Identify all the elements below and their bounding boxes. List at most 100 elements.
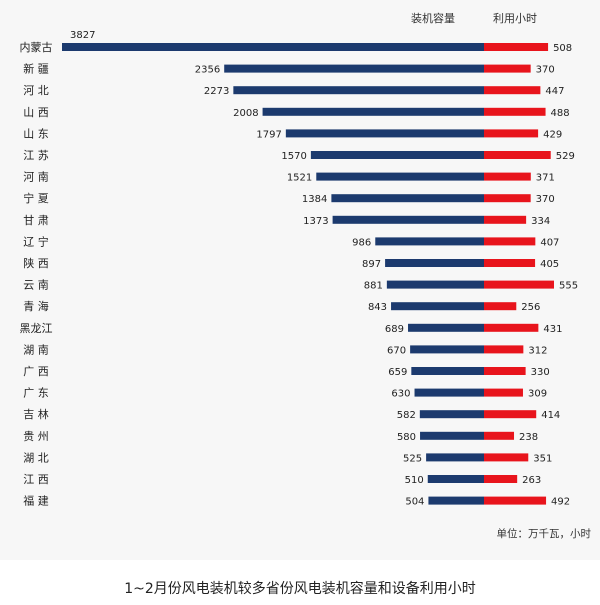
utilization-value-label: 370 <box>536 65 555 76</box>
category-label: 河 南 <box>23 171 49 184</box>
category-label: 云 南 <box>23 279 49 292</box>
category-label: 江 西 <box>23 473 49 486</box>
utilization-bar <box>484 172 531 181</box>
capacity-bar <box>262 107 484 116</box>
chart-area: 装机容量 利用小时 内蒙古 3827 508 新 疆 2356 370 河 北 2273 447 山 … <box>19 11 592 540</box>
utilization-bar <box>484 388 523 397</box>
category-label: 宁 夏 <box>23 191 49 205</box>
category-label: 山 东 <box>23 127 49 140</box>
category-label: 内蒙古 <box>20 40 53 54</box>
capacity-value-label: 659 <box>388 367 407 378</box>
category-label: 江 苏 <box>23 149 49 162</box>
utilization-value-label: 238 <box>519 432 538 443</box>
legend-utilization: 利用小时 <box>493 12 537 25</box>
utilization-value-label: 334 <box>531 216 550 227</box>
capacity-value-label: 580 <box>397 432 416 443</box>
category-label: 湖 北 <box>23 451 49 464</box>
utilization-value-label: 529 <box>556 151 575 162</box>
utilization-value-label: 407 <box>540 237 559 248</box>
utilization-value-label: 330 <box>531 367 550 378</box>
capacity-bar <box>411 367 484 375</box>
utilization-bar <box>484 43 549 51</box>
capacity-bar <box>427 475 484 483</box>
capacity-bar <box>420 431 484 440</box>
category-label: 山 西 <box>23 106 49 119</box>
utilization-bar <box>484 151 551 159</box>
utilization-bar <box>484 431 515 440</box>
utilization-bar <box>484 453 529 462</box>
utilization-value-label: 256 <box>521 302 540 313</box>
category-label: 甘 肃 <box>23 214 49 227</box>
category-label: 陕 西 <box>23 256 49 270</box>
capacity-bar <box>310 151 484 159</box>
utilization-value-label: 405 <box>540 259 559 270</box>
capacity-bar <box>62 43 484 51</box>
utilization-value-label: 371 <box>536 173 555 184</box>
capacity-value-label: 582 <box>397 410 416 421</box>
utilization-value-label: 414 <box>541 410 560 421</box>
category-label: 福 建 <box>23 494 49 508</box>
utilization-bar <box>484 496 547 505</box>
capacity-bar <box>224 64 484 73</box>
capacity-bar <box>385 259 484 267</box>
utilization-bar <box>484 215 527 224</box>
category-label: 吉 林 <box>23 407 49 421</box>
utilization-value-label: 492 <box>551 497 570 508</box>
capacity-value-label: 2008 <box>233 108 258 119</box>
category-label: 黑龙江 <box>20 322 53 335</box>
utilization-value-label: 431 <box>543 324 562 335</box>
capacity-value-label: 986 <box>352 237 371 248</box>
capacity-value-label: 525 <box>403 453 422 464</box>
utilization-bar <box>484 345 524 354</box>
capacity-value-label: 1570 <box>281 151 306 162</box>
capacity-bar <box>410 345 484 354</box>
category-label: 青 海 <box>23 299 49 313</box>
category-label: 广 东 <box>23 387 49 400</box>
capacity-bar <box>408 323 484 332</box>
utilization-bar <box>484 302 517 311</box>
chart-caption: 1~2月份风电装机较多省份风电装机容量和设备利用小时 <box>124 581 476 597</box>
capacity-value-label: 1797 <box>256 129 281 140</box>
capacity-bar <box>331 194 484 203</box>
utilization-value-label: 508 <box>553 43 572 54</box>
capacity-bar <box>414 388 484 397</box>
capacity-value-label: 1521 <box>287 173 312 184</box>
capacity-bar <box>426 453 484 462</box>
utilization-bar <box>484 237 536 246</box>
legend-capacity: 装机容量 <box>411 11 455 25</box>
category-label: 广 西 <box>23 365 49 378</box>
utilization-bar <box>484 64 531 73</box>
utilization-value-label: 370 <box>536 194 555 205</box>
utilization-bar <box>484 129 539 138</box>
category-label: 湖 南 <box>23 343 49 356</box>
utilization-value-label: 351 <box>533 453 552 464</box>
capacity-bar <box>391 302 484 311</box>
capacity-value-label: 689 <box>385 324 404 335</box>
capacity-value-label: 510 <box>405 475 424 486</box>
capacity-bar <box>233 86 484 95</box>
utilization-value-label: 429 <box>543 129 562 140</box>
utilization-bar <box>484 410 537 419</box>
utilization-value-label: 263 <box>522 475 541 486</box>
capacity-value-label: 843 <box>368 302 387 313</box>
utilization-bar <box>484 259 536 267</box>
utilization-value-label: 447 <box>545 86 564 97</box>
utilization-bar <box>484 367 526 375</box>
capacity-value-label: 2273 <box>204 86 229 97</box>
capacity-bar <box>316 172 484 181</box>
category-label: 辽 宁 <box>23 234 49 248</box>
capacity-value-label: 897 <box>362 259 381 270</box>
utilization-bar <box>484 280 554 289</box>
capacity-value-label: 2356 <box>195 65 220 76</box>
utilization-value-label: 309 <box>528 389 547 400</box>
utilization-value-label: 312 <box>528 345 547 356</box>
category-label: 新 疆 <box>23 62 49 76</box>
capacity-bar <box>419 410 484 419</box>
unit-note: 单位：万千瓦，小时 <box>497 527 592 540</box>
capacity-value-label: 1373 <box>303 216 328 227</box>
capacity-bar <box>332 215 484 224</box>
capacity-bar <box>285 129 484 138</box>
utilization-bar <box>484 86 541 95</box>
utilization-value-label: 555 <box>559 281 578 292</box>
utilization-value-label: 488 <box>551 108 570 119</box>
